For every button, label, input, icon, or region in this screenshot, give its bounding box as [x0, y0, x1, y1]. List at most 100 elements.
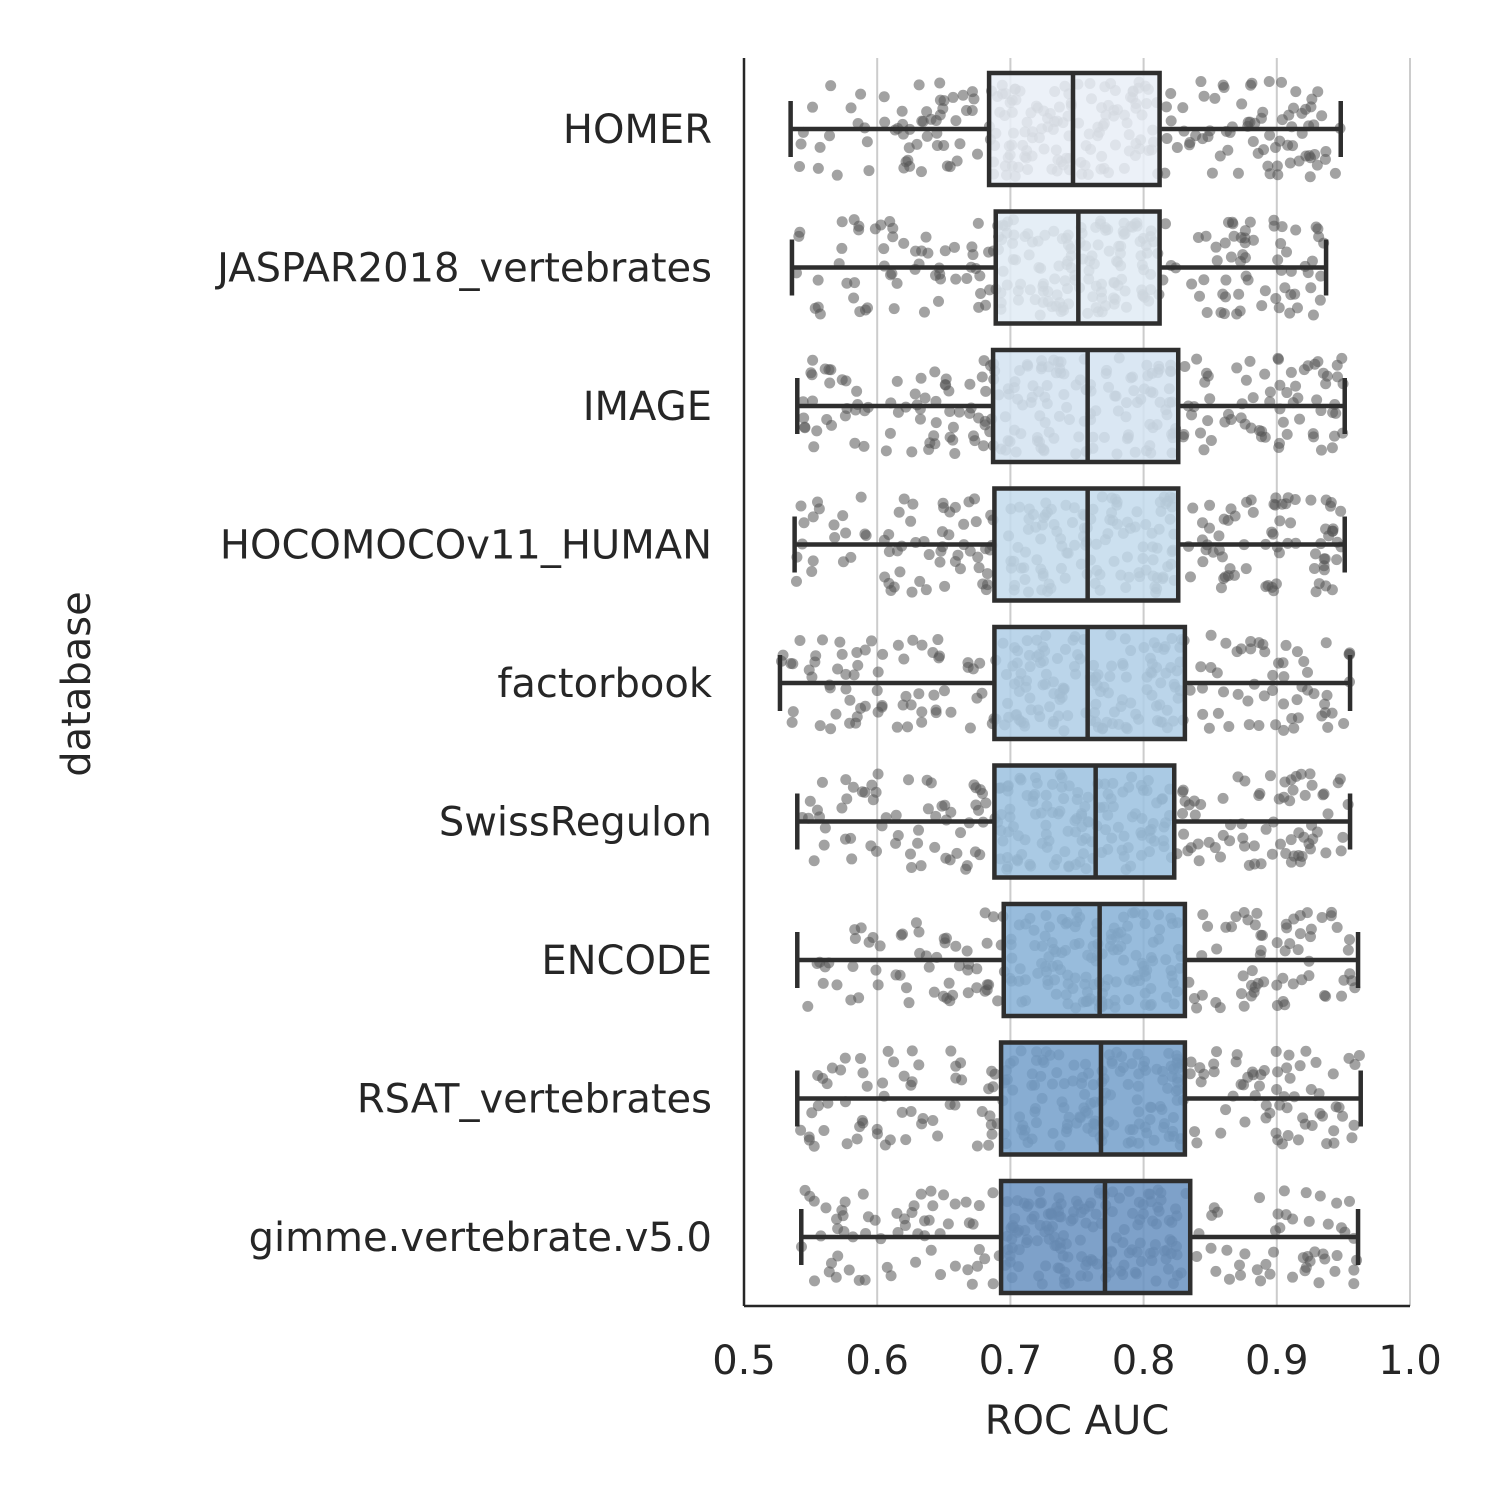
data-point	[807, 101, 819, 113]
data-point	[980, 385, 992, 397]
data-point	[949, 1260, 961, 1272]
data-point	[1246, 965, 1258, 977]
data-point	[1346, 1132, 1358, 1144]
data-point	[941, 160, 953, 172]
data-point	[1165, 87, 1177, 99]
data-point	[917, 1112, 929, 1124]
data-point	[1220, 274, 1232, 286]
data-point	[852, 118, 864, 130]
data-point	[1192, 232, 1204, 244]
data-point	[1278, 698, 1290, 710]
data-point	[906, 446, 918, 458]
data-point	[1211, 1046, 1223, 1058]
data-point	[1321, 689, 1333, 701]
data-point	[930, 810, 942, 822]
data-point	[908, 1200, 920, 1212]
data-point	[1220, 637, 1232, 649]
data-point	[1256, 300, 1268, 312]
data-point	[828, 519, 840, 531]
data-point	[983, 1083, 995, 1095]
data-point	[1239, 237, 1251, 249]
data-point	[1273, 302, 1285, 314]
data-point	[969, 493, 981, 505]
data-point	[1244, 355, 1256, 367]
data-point	[1284, 157, 1296, 169]
data-point	[916, 639, 928, 651]
data-point	[1267, 669, 1279, 681]
data-point	[1336, 352, 1348, 364]
data-point	[1260, 823, 1272, 835]
data-point	[1327, 1068, 1339, 1080]
data-point	[1275, 238, 1287, 250]
data-point	[1312, 86, 1324, 98]
data-point	[1251, 1264, 1263, 1276]
data-point	[1225, 251, 1237, 263]
data-point	[839, 1196, 851, 1208]
data-point	[1284, 1072, 1296, 1084]
data-point	[934, 556, 946, 568]
data-point	[1272, 1208, 1284, 1220]
data-point	[1264, 129, 1276, 141]
data-point	[819, 363, 831, 375]
data-point	[890, 809, 902, 821]
data-point	[1308, 562, 1320, 574]
data-point	[1243, 719, 1255, 731]
data-point	[1292, 1134, 1304, 1146]
data-point	[1300, 103, 1312, 115]
data-point	[1272, 1066, 1284, 1078]
data-point	[834, 636, 846, 648]
data-point	[1302, 666, 1314, 678]
data-point	[897, 699, 909, 711]
data-point	[1196, 682, 1208, 694]
data-point	[808, 855, 820, 867]
data-point	[808, 441, 820, 453]
data-point	[1218, 82, 1230, 94]
data-point	[812, 1070, 824, 1082]
data-point	[1160, 218, 1172, 230]
data-point	[1307, 428, 1319, 440]
data-point	[855, 1052, 867, 1064]
data-point	[1303, 838, 1315, 850]
data-point	[1178, 828, 1190, 840]
data-point	[1216, 551, 1228, 563]
data-point	[961, 272, 973, 284]
data-point	[1165, 115, 1177, 127]
data-point	[818, 839, 830, 851]
data-point	[958, 518, 970, 530]
data-point	[932, 634, 944, 646]
data-point	[1191, 1137, 1203, 1149]
data-point	[1274, 379, 1286, 391]
data-point	[1208, 1066, 1220, 1078]
data-point	[986, 1128, 998, 1140]
data-point	[1218, 686, 1230, 698]
data-point	[1209, 842, 1221, 854]
data-point	[903, 774, 915, 786]
data-point	[1198, 444, 1210, 456]
data-point	[1310, 1056, 1322, 1068]
data-point	[1302, 684, 1314, 696]
data-point	[816, 776, 828, 788]
data-point	[1278, 1185, 1290, 1197]
data-point	[862, 1211, 874, 1223]
data-point	[1198, 274, 1210, 286]
data-point	[830, 708, 842, 720]
data-point	[820, 1202, 832, 1214]
data-point	[1233, 288, 1245, 300]
data-point	[1186, 278, 1198, 290]
data-point	[980, 797, 992, 809]
data-point	[900, 690, 912, 702]
data-point	[1238, 907, 1250, 919]
data-point	[1267, 684, 1279, 696]
data-point	[1322, 1218, 1334, 1230]
data-point	[898, 653, 910, 665]
data-point	[977, 578, 989, 590]
data-point	[1271, 1083, 1283, 1095]
data-point	[806, 565, 818, 577]
data-point	[1209, 92, 1221, 104]
data-point	[819, 822, 831, 834]
data-point	[1305, 494, 1317, 506]
data-point	[1201, 367, 1213, 379]
data-point	[794, 226, 806, 238]
data-point	[987, 911, 999, 923]
data-point	[976, 371, 988, 383]
